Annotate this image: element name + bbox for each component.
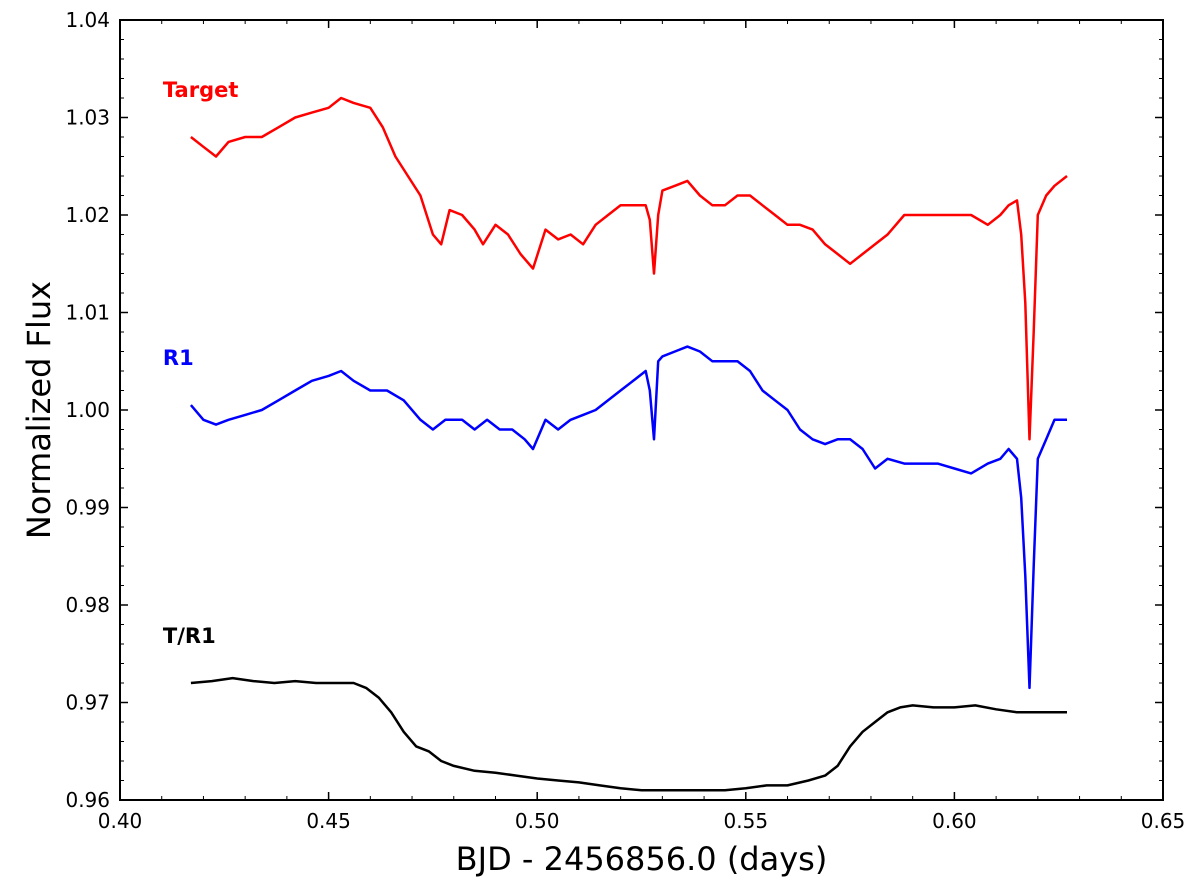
y-tick-label: 1.00	[65, 398, 110, 422]
series-line-t-r1	[190, 676, 1067, 792]
x-tick-label: 0.55	[724, 809, 769, 833]
series-label-r1: R1	[163, 346, 194, 370]
y-tick-label: 1.02	[65, 203, 110, 227]
tick-layer: 0.40 0.45 0.50 0.55 0.60 0.65 0.96 0.97 0.98 0.99…	[65, 8, 1185, 833]
x-axis-label: BJD - 2456856.0 (days)	[456, 840, 828, 878]
y-tick-label: 1.01	[65, 301, 110, 325]
plot-frame	[119, 19, 1164, 801]
y-tick-label: 0.97	[65, 691, 110, 715]
y-tick-label: 0.96	[65, 788, 110, 812]
y-tick-label: 0.99	[65, 496, 110, 520]
series-label-target: Target	[163, 78, 238, 102]
series-label-t-r1: T/R1	[163, 624, 216, 648]
x-tick-label: 0.60	[932, 809, 977, 833]
series-layer	[189, 96, 1068, 792]
y-tick-label: 1.04	[65, 8, 110, 32]
y-axis-label: Normalized Flux	[20, 281, 58, 539]
x-tick-label: 0.40	[98, 809, 143, 833]
series-line-r1	[189, 345, 1067, 690]
series-label-layer: Target R1 T/R1	[163, 78, 238, 648]
series-line-target	[190, 96, 1068, 441]
y-tick-label: 1.03	[65, 106, 110, 130]
x-tick-label: 0.50	[515, 809, 560, 833]
x-tick-label: 0.65	[1141, 809, 1186, 833]
x-tick-label: 0.45	[306, 809, 351, 833]
y-tick-label: 0.98	[65, 593, 110, 617]
